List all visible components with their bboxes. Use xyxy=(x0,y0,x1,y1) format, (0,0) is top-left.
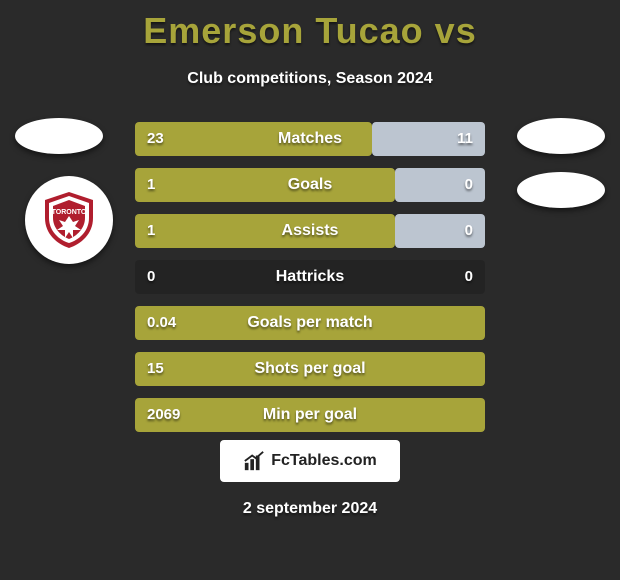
fctables-watermark: FcTables.com xyxy=(220,440,400,482)
row-label: Shots per goal xyxy=(135,352,485,386)
row-label: Goals per match xyxy=(135,306,485,340)
stat-row: 2069Min per goal xyxy=(135,398,485,432)
club-right-badge xyxy=(517,172,605,208)
page-title: Emerson Tucao vs xyxy=(0,0,620,52)
bars-chart-icon xyxy=(243,450,265,472)
stat-row: 10Goals xyxy=(135,168,485,202)
date-text: 2 september 2024 xyxy=(0,500,620,518)
watermark-text: FcTables.com xyxy=(271,452,377,470)
stat-row: 10Assists xyxy=(135,214,485,248)
stat-row: 0.04Goals per match xyxy=(135,306,485,340)
row-label: Assists xyxy=(135,214,485,248)
stat-row: 15Shots per goal xyxy=(135,352,485,386)
subtitle: Club competitions, Season 2024 xyxy=(0,70,620,88)
player-right-avatar xyxy=(517,118,605,154)
row-label: Hattricks xyxy=(135,260,485,294)
row-label: Min per goal xyxy=(135,398,485,432)
stat-row: 2311Matches xyxy=(135,122,485,156)
row-label: Goals xyxy=(135,168,485,202)
toronto-fc-icon: TORONTO xyxy=(37,188,101,252)
stat-bars: 2311Matches 10Goals 10Assists 00Hattricks 0.… xyxy=(135,122,485,444)
stat-row: 00Hattricks xyxy=(135,260,485,294)
player-left-avatar xyxy=(15,118,103,154)
row-label: Matches xyxy=(135,122,485,156)
club-left-badge: TORONTO xyxy=(25,176,113,264)
svg-text:TORONTO: TORONTO xyxy=(52,209,87,216)
